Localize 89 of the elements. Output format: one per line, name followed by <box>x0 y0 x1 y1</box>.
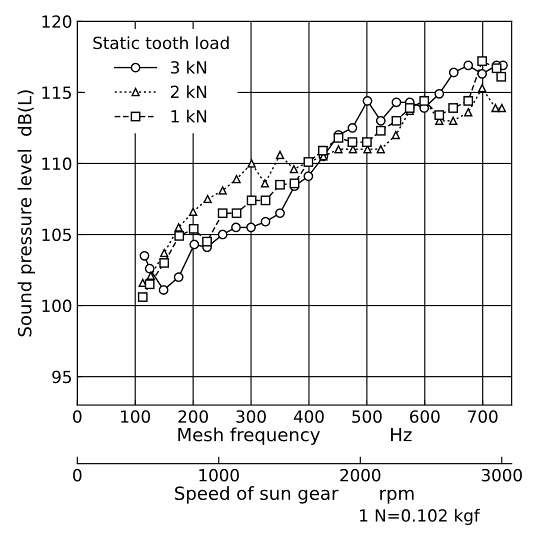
point <box>202 236 212 246</box>
point <box>218 186 227 195</box>
point <box>290 164 298 174</box>
point <box>492 63 502 74</box>
point <box>144 279 155 290</box>
point <box>498 104 506 112</box>
point <box>434 88 444 99</box>
x2-tick-label: 0 <box>73 468 82 482</box>
point <box>260 179 270 188</box>
x2-axis-title: Speed of sun gear rpm <box>175 486 414 504</box>
legend-label: 1 kN <box>172 110 206 122</box>
point <box>334 145 343 154</box>
point <box>231 222 241 232</box>
point <box>434 110 444 120</box>
point <box>174 223 183 232</box>
point <box>392 130 400 140</box>
point <box>260 216 270 227</box>
point <box>188 224 199 234</box>
point <box>144 264 155 274</box>
point <box>246 196 256 206</box>
point <box>477 69 488 79</box>
point <box>275 208 285 218</box>
point <box>318 146 328 156</box>
y-tick-label: 115 <box>42 86 71 99</box>
point <box>160 248 168 258</box>
point <box>392 116 402 126</box>
legend-label: 2 kN <box>170 85 206 98</box>
point <box>203 194 212 204</box>
point <box>218 230 228 240</box>
point <box>159 258 170 268</box>
point <box>348 137 358 147</box>
point <box>188 208 198 216</box>
point <box>138 292 148 302</box>
point <box>362 137 372 147</box>
point <box>275 180 285 190</box>
y-tick-label: 105 <box>42 228 71 242</box>
point <box>448 68 459 78</box>
y-axis-title: Sound pressure level dB(L) <box>18 90 36 336</box>
point <box>477 56 488 66</box>
point <box>218 208 228 218</box>
point <box>260 196 270 206</box>
point <box>174 231 184 241</box>
point <box>140 250 150 261</box>
x-tick-label: 700 <box>468 410 498 423</box>
point <box>158 285 168 295</box>
point <box>246 222 256 232</box>
point <box>463 60 474 70</box>
point <box>348 123 358 133</box>
x-tick-label: 400 <box>294 410 324 423</box>
point <box>392 97 402 108</box>
point <box>448 103 458 113</box>
point <box>376 145 385 154</box>
y-tick-label: 95 <box>52 370 71 384</box>
point <box>334 133 344 143</box>
point <box>290 178 300 188</box>
x-tick-label: 200 <box>178 410 208 423</box>
point <box>232 208 242 218</box>
legend-title: Static tooth load <box>93 36 229 50</box>
x2-tick-label: 3000 <box>482 468 522 482</box>
y-tick-label: 120 <box>42 15 72 28</box>
y-tick-label: 110 <box>42 157 72 170</box>
point <box>449 116 458 125</box>
point <box>376 126 386 136</box>
text: 1 N=0.102 kgf <box>360 508 480 526</box>
x2-tick-label: 2000 <box>340 468 380 482</box>
x-axis-title: Mesh frequency Hz <box>178 427 412 445</box>
x-tick-label: 500 <box>352 410 382 423</box>
point <box>247 159 256 168</box>
point <box>174 272 184 282</box>
x2-tick-label: 1000 <box>199 468 239 482</box>
point <box>276 150 284 160</box>
point <box>146 272 156 280</box>
point <box>376 116 386 126</box>
x-tick-label: 600 <box>410 410 440 423</box>
point <box>232 174 241 184</box>
point <box>189 240 200 250</box>
point <box>496 72 506 82</box>
x-tick-label: 100 <box>121 410 150 423</box>
point <box>464 108 472 116</box>
point <box>463 96 474 106</box>
y-tick-label: 100 <box>42 300 72 312</box>
point <box>478 84 486 92</box>
point <box>304 171 314 182</box>
point <box>404 103 415 113</box>
legend-label: 3 kN <box>170 60 206 74</box>
x-tick-label: 0 <box>73 410 82 423</box>
x-tick-label: 300 <box>236 410 266 423</box>
point <box>362 96 372 106</box>
point <box>491 104 500 112</box>
